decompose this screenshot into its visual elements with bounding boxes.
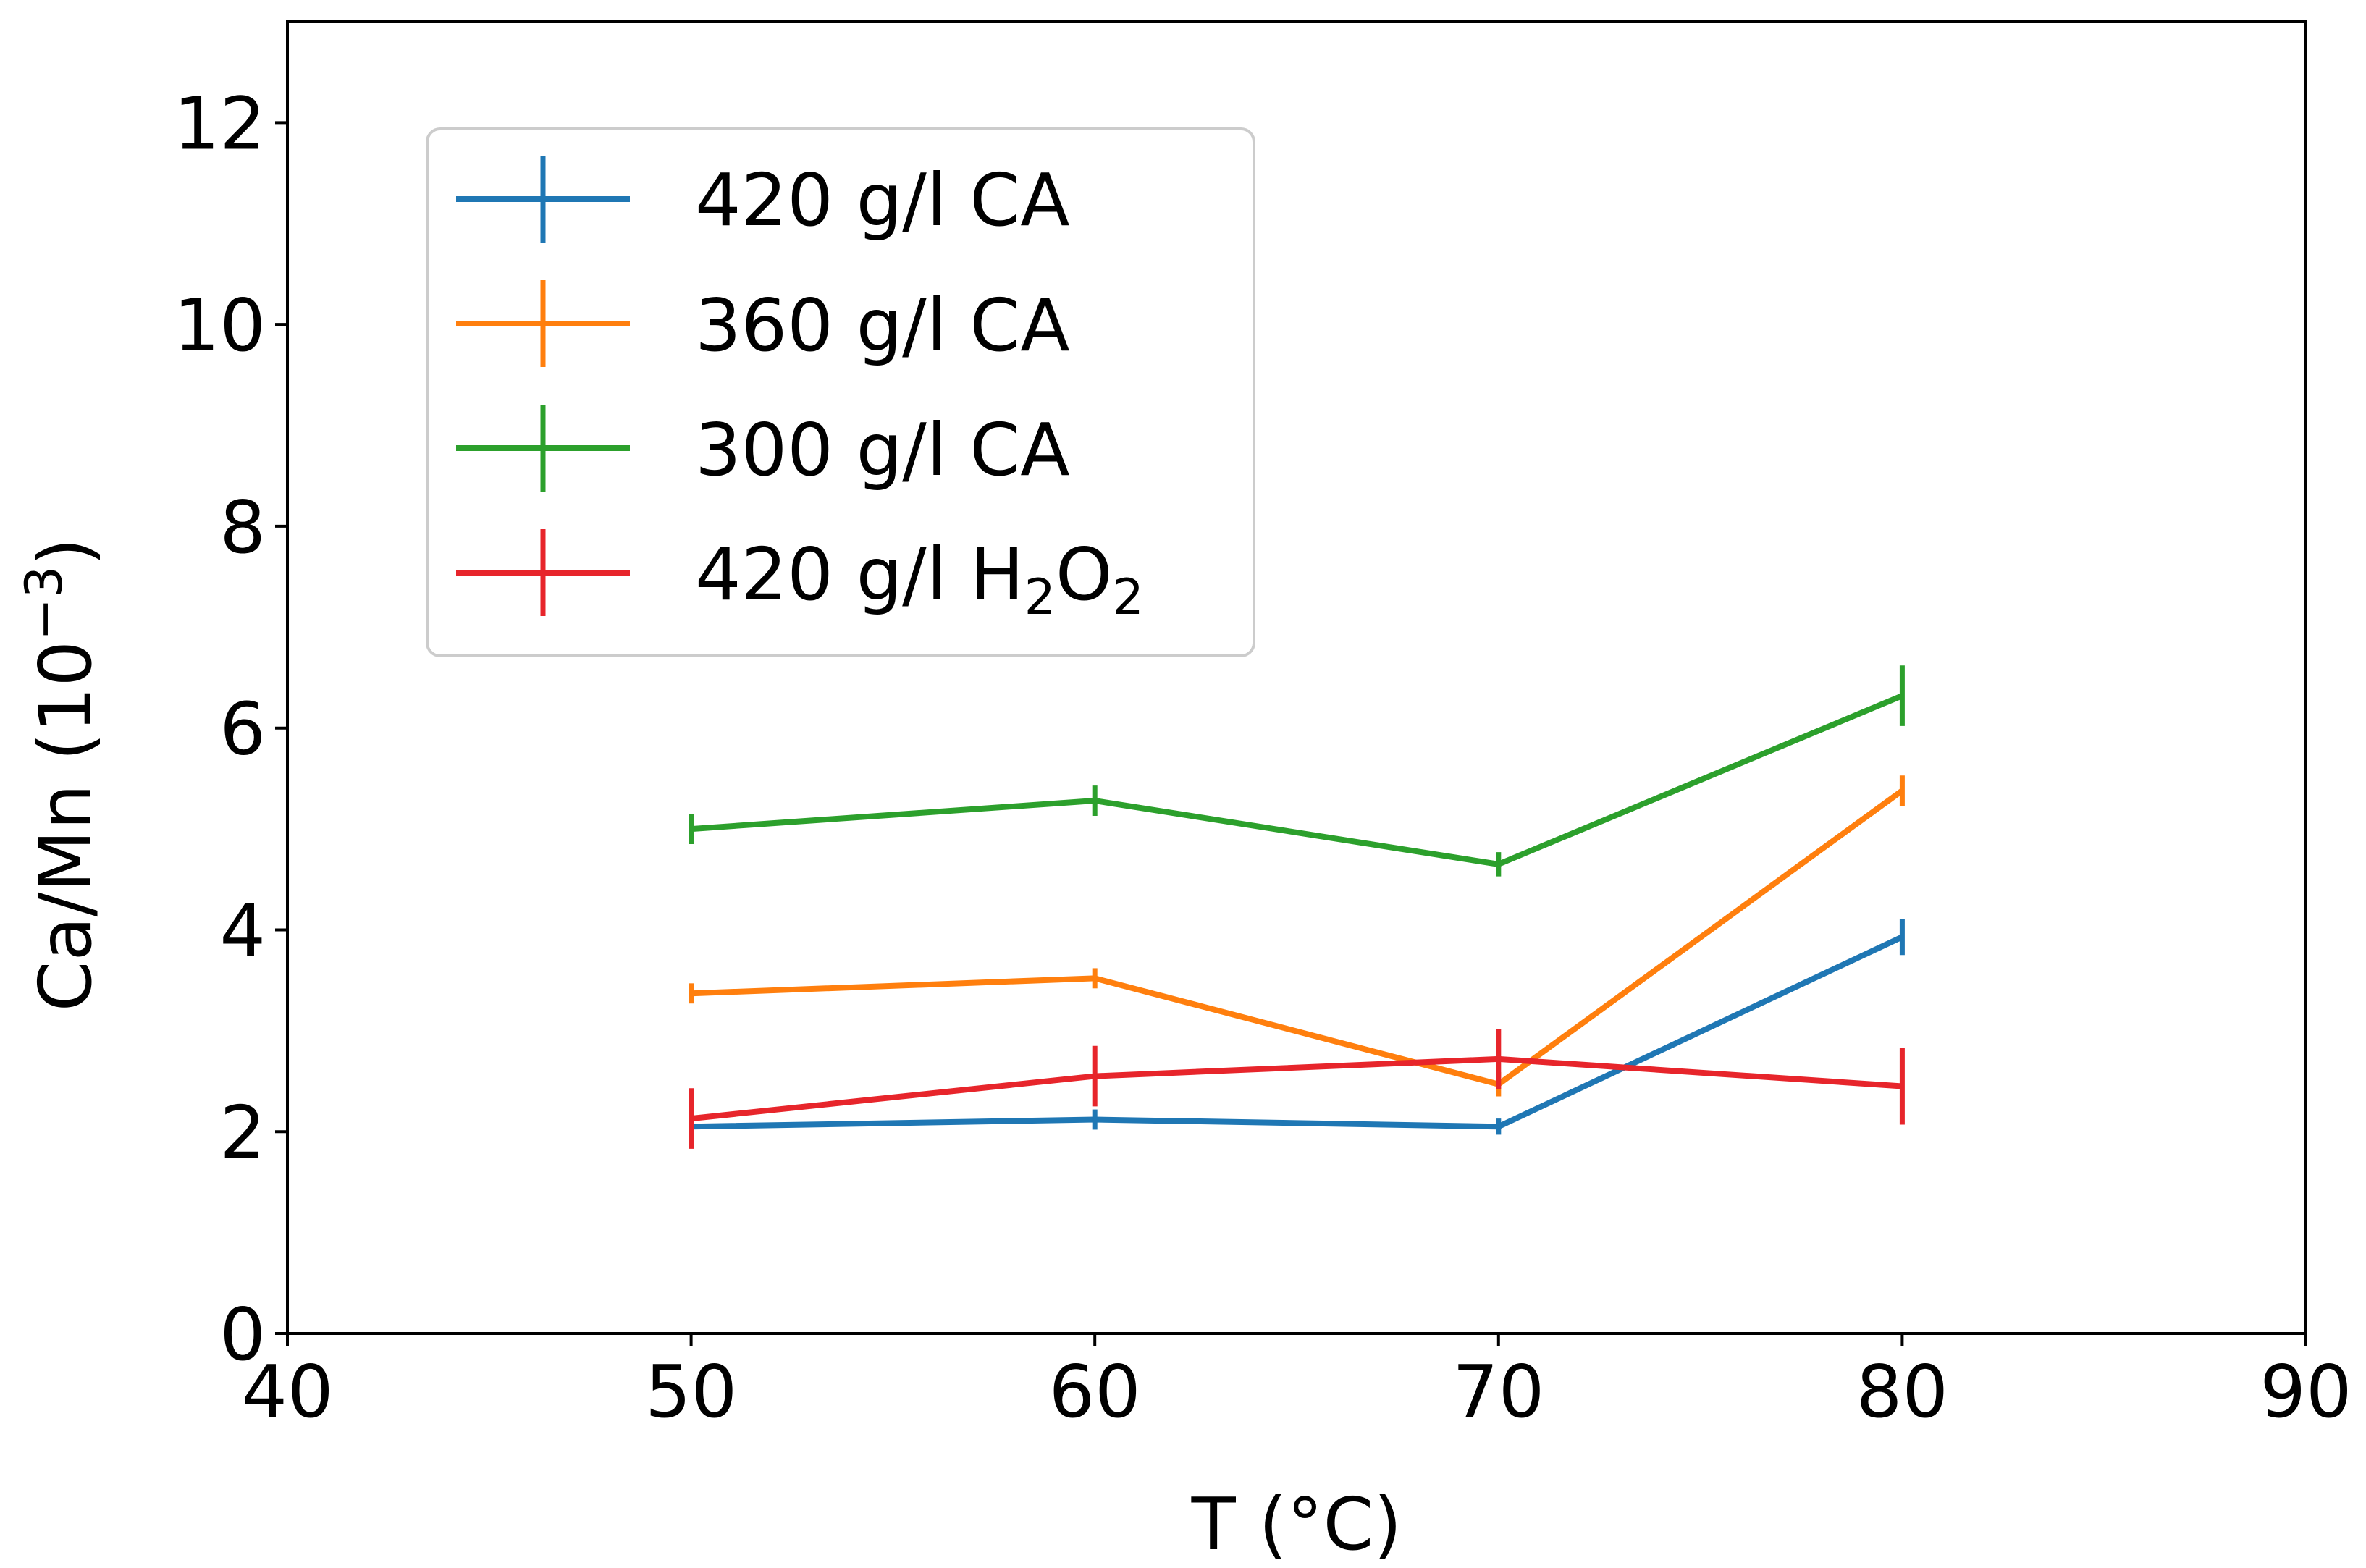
data-point xyxy=(1900,694,1904,698)
x-axis-label: T (°C) xyxy=(1191,1482,1402,1567)
y-tick-label: 2 xyxy=(219,1090,266,1175)
axis-ticks: 40 50 60 70 80 90 0 2 4 6 8 10 12 xyxy=(174,81,2352,1434)
plot-frame xyxy=(286,20,2307,1335)
data-point xyxy=(1496,1057,1500,1061)
data-point xyxy=(1496,1125,1500,1129)
x-tick-label: 50 xyxy=(645,1349,737,1434)
y-tick-label: 10 xyxy=(174,283,266,368)
x-tick-label: 90 xyxy=(2260,1349,2352,1434)
y-axis-label-group: Ca/Mn (10−3) xyxy=(14,538,108,1012)
series-line xyxy=(691,693,1903,867)
series-line xyxy=(691,934,1904,1130)
data-point xyxy=(1496,862,1500,866)
series-3 xyxy=(689,1029,1905,1149)
data-point xyxy=(1093,799,1097,803)
legend-label-300-ca: 300 g/l CA xyxy=(695,408,1070,492)
data-point xyxy=(1900,789,1904,793)
data-point xyxy=(689,1117,693,1121)
legend-label-360-ca: 360 g/l CA xyxy=(695,283,1070,368)
data-point xyxy=(689,992,693,995)
legend-items xyxy=(456,156,630,616)
x-tick-label: 80 xyxy=(1856,1349,1948,1434)
legend-box xyxy=(426,127,1255,657)
series-layer xyxy=(689,665,1905,1149)
data-point xyxy=(1093,1118,1097,1121)
data-point xyxy=(689,827,693,831)
x-tick-label: 60 xyxy=(1049,1349,1141,1434)
x-tick-label: 70 xyxy=(1452,1349,1544,1434)
series-line xyxy=(691,1055,1903,1122)
data-point xyxy=(1900,1084,1904,1088)
x-tick-label: 40 xyxy=(241,1349,333,1434)
y-tick-label: 12 xyxy=(174,81,266,166)
y-axis-label: Ca/Mn (10−3) xyxy=(14,538,108,1012)
data-point xyxy=(1900,935,1904,939)
series-line xyxy=(691,788,1904,1087)
series-2 xyxy=(689,665,1905,877)
legend-label-420-h2o2: 420 g/l H2O2 xyxy=(695,532,1144,626)
y-tick-label: 6 xyxy=(219,687,266,772)
y-tick-label: 8 xyxy=(219,485,266,570)
y-tick-label: 4 xyxy=(219,888,266,973)
legend-label-420-ca: 420 g/l CA xyxy=(695,158,1070,243)
y-tick-label: 0 xyxy=(219,1292,266,1377)
data-point xyxy=(1093,1074,1097,1078)
data-point xyxy=(1093,977,1097,980)
legend: 420 g/l CA 360 g/l CA 300 g/l CA 420 g/l… xyxy=(426,127,1255,657)
